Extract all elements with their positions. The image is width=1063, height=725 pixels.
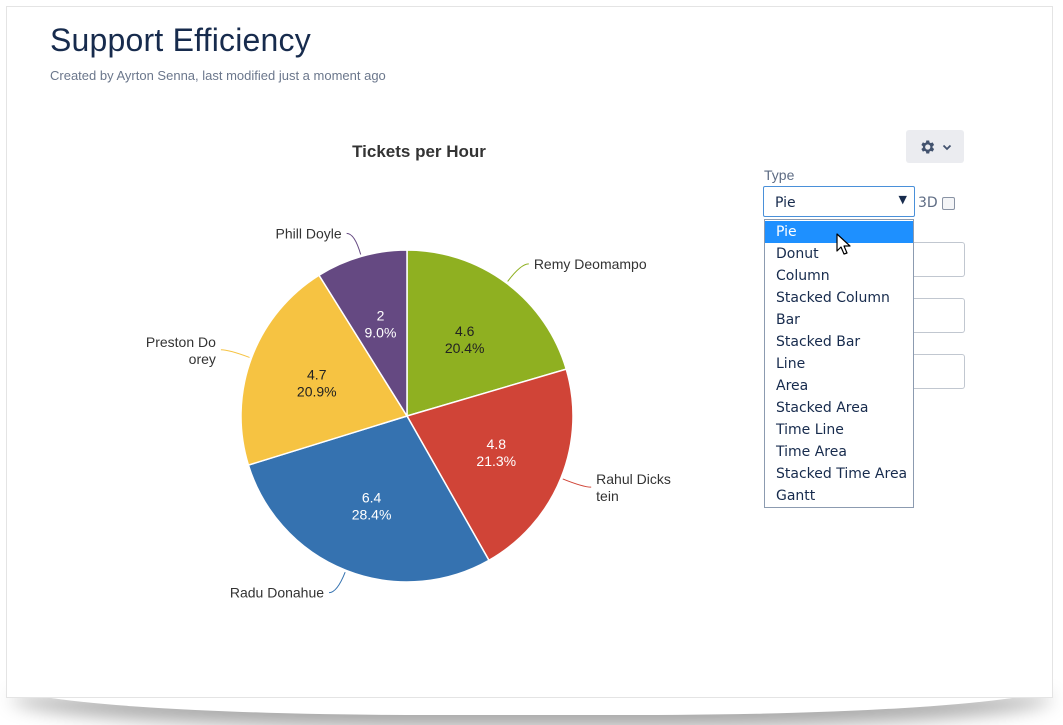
- type-label: Type: [764, 167, 795, 183]
- dropdown-option[interactable]: Column: [776, 268, 830, 284]
- slice-name-label: Radu Donahue: [230, 585, 324, 601]
- slice-value-label: 2: [377, 307, 385, 323]
- chart-type-value: Pie: [775, 195, 796, 211]
- settings-field[interactable]: [905, 242, 965, 277]
- dropdown-option[interactable]: Line: [776, 356, 806, 372]
- settings-field[interactable]: [905, 298, 965, 333]
- three-d-label: 3D: [918, 195, 938, 211]
- slice-value-label: 4.8: [487, 436, 507, 452]
- dropdown-option[interactable]: Stacked Time Area: [776, 466, 908, 482]
- dropdown-option[interactable]: Pie: [765, 221, 913, 243]
- dropdown-option[interactable]: Stacked Column: [776, 290, 890, 306]
- dropdown-option[interactable]: Bar: [776, 312, 800, 328]
- dropdown-option[interactable]: Donut: [776, 246, 819, 262]
- three-d-option: 3D: [918, 195, 955, 211]
- settings-field[interactable]: [905, 354, 965, 389]
- slice-value-label: 4.7: [307, 366, 327, 382]
- chart-title: Tickets per Hour: [352, 142, 486, 161]
- pie-slice[interactable]: [317, 249, 408, 419]
- dropdown-option[interactable]: Stacked Area: [776, 400, 869, 416]
- three-d-checkbox[interactable]: [941, 196, 955, 210]
- slice-name-label: orey: [189, 351, 216, 367]
- dropdown-option[interactable]: Time Area: [776, 444, 847, 460]
- slice-leader-line: [328, 572, 346, 594]
- slice-leader-line: [562, 478, 592, 488]
- slice-name-label: tein: [596, 488, 619, 504]
- dropdown-option[interactable]: Gantt: [776, 488, 816, 504]
- dropdown-option[interactable]: Time Line: [776, 422, 844, 438]
- slice-percent-label: 20.9%: [297, 383, 337, 399]
- slice-name-label: Rahul Dicks: [596, 471, 671, 487]
- page-title: Support Efficiency: [50, 22, 311, 58]
- page-byline: Created by Ayrton Senna, last modified j…: [50, 68, 386, 83]
- slice-leader-line: [346, 232, 362, 255]
- chart-type-dropdown: Pie Donut Column Stacked Column Bar Stacked B…: [764, 219, 914, 508]
- pie-slice[interactable]: [406, 249, 568, 418]
- slice-leader-line: [507, 263, 529, 282]
- slice-value-label: 4.6: [455, 323, 475, 339]
- chart-type-select[interactable]: Pie ▼: [763, 186, 915, 217]
- pie-slice[interactable]: [240, 274, 409, 467]
- slice-percent-label: 21.3%: [476, 453, 516, 469]
- pie-slice[interactable]: [405, 368, 574, 562]
- chevron-down-icon: [942, 144, 952, 150]
- slice-leader-line: [220, 349, 250, 358]
- slice-percent-label: 9.0%: [365, 324, 397, 340]
- dropdown-option[interactable]: Stacked Bar: [776, 334, 861, 350]
- gear-icon: [921, 139, 935, 154]
- dropdown-option[interactable]: Area: [776, 378, 809, 394]
- slice-percent-label: 20.4%: [445, 340, 485, 356]
- slice-name-label: Preston Do: [146, 334, 216, 350]
- pie-slices: 4.620.4% Remy Deomampo 4.821.3% Rahul Dicks…: [146, 225, 671, 600]
- slice-name-label: Phill Doyle: [275, 225, 341, 241]
- dropdown-arrow-icon: ▼: [898, 193, 907, 206]
- slice-value-label: 6.4: [362, 490, 382, 506]
- pie-slice[interactable]: [247, 415, 491, 583]
- slice-name-label: Remy Deomampo: [534, 256, 647, 272]
- slice-percent-label: 28.4%: [352, 507, 392, 523]
- mouse-cursor-icon: [836, 233, 851, 255]
- chart-settings-button[interactable]: [906, 130, 964, 163]
